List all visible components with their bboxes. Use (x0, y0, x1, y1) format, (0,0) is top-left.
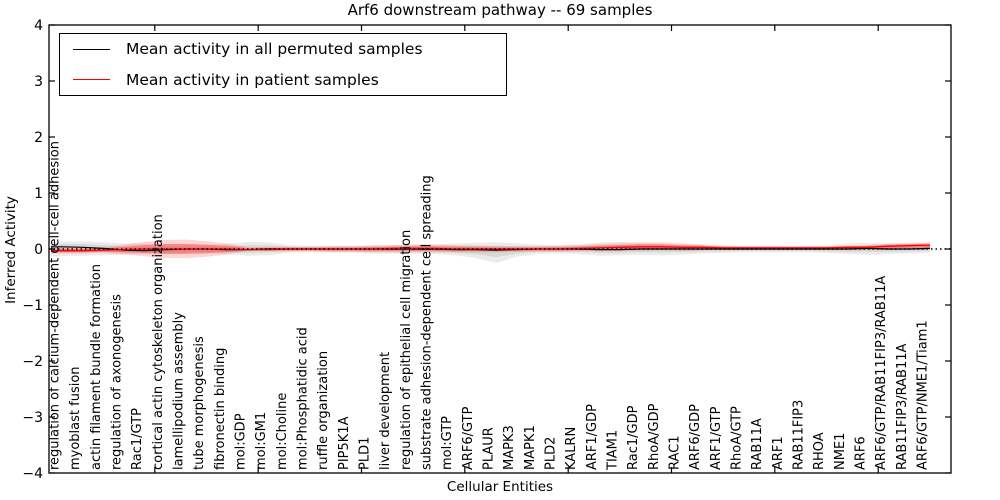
x-category-label: ARF6/GTP (461, 406, 476, 470)
x-category-label: mol:Phosphatidic acid (296, 327, 311, 470)
black-line-icon (73, 48, 110, 50)
y-tick-label: 3 (34, 74, 43, 90)
x-category-label: regulation of epithelial cell migration (399, 230, 414, 470)
x-category-label: substrate adhesion-dependent cell spread… (420, 175, 435, 470)
y-tick-label: −3 (22, 410, 43, 426)
x-category-label: RHOA (812, 432, 827, 470)
x-category-label: tube morphogenesis (192, 336, 207, 470)
x-category-label: fibronectin binding (213, 348, 228, 470)
x-category-label: TIAM1 (606, 430, 621, 471)
x-category-label: ARF1/GDP (585, 404, 600, 470)
x-category-label: mol:GDP (234, 413, 249, 470)
x-category-label: PIP5K1A (337, 416, 352, 470)
x-category-label: ARF6/GDP (688, 404, 703, 470)
x-category-label: regulation of calcium-dependent cell-cel… (48, 141, 63, 470)
x-category-label: myoblast fusion (68, 366, 83, 470)
y-tick-label: 0 (34, 242, 43, 258)
chart-title: Arf6 downstream pathway -- 69 samples (347, 1, 653, 19)
x-category-label: Rac1/GTP (130, 408, 145, 470)
legend-label: Mean activity in all permuted samples (126, 40, 423, 59)
x-category-label: PLD1 (358, 437, 373, 470)
x-category-label: cortical actin cytoskeleton organization (151, 214, 166, 470)
x-category-label: RAB11FIP3/RAB11A (895, 343, 910, 470)
x-category-label: ruffle organization (316, 351, 331, 470)
legend-entry-permuted: Mean activity in all permuted samples (60, 34, 506, 64)
x-category-label: RAC1 (668, 435, 683, 470)
y-tick-label: 4 (34, 18, 43, 34)
x-category-label: MAPK1 (523, 425, 538, 470)
x-category-label: mol:GTP (440, 416, 455, 470)
y-tick-label: −4 (22, 466, 43, 482)
x-category-label: ARF6 (854, 436, 869, 470)
y-tick-label: 1 (34, 186, 43, 202)
x-category-label: RhoA/GTP (730, 406, 745, 470)
x-category-label: regulation of axonogenesis (110, 294, 125, 470)
legend-label: Mean activity in patient samples (126, 70, 379, 89)
x-category-label: lamellipodium assembly (172, 312, 187, 470)
x-category-label: PLD2 (544, 437, 559, 470)
x-category-label: liver development (378, 352, 393, 470)
y-axis-label: Inferred Activity (3, 196, 19, 304)
x-category-label: RAB11A (750, 418, 765, 470)
x-category-label: ARF1/GTP (709, 406, 724, 470)
x-category-label: actin filament bundle formation (89, 264, 104, 470)
x-category-label: KALRN (564, 427, 579, 470)
x-category-label: mol:GM1 (254, 412, 269, 470)
x-category-label: RhoA/GDP (647, 403, 662, 470)
x-axis-label: Cellular Entities (446, 479, 554, 495)
legend: Mean activity in all permuted samples Me… (59, 33, 507, 96)
x-category-label: MAPK3 (502, 425, 517, 470)
legend-entry-patient: Mean activity in patient samples (60, 65, 506, 95)
x-category-label: ARF6/GTP/NME1/Tiam1 (916, 320, 931, 470)
x-category-label: PLAUR (482, 427, 497, 470)
x-category-label: ARF1 (771, 436, 786, 470)
x-category-label: ARF6/GTP/RAB11FIP3/RAB11A (874, 276, 889, 470)
y-tick-label: 2 (34, 130, 43, 146)
x-category-label: NME1 (833, 433, 848, 470)
permuted-range-band (51, 241, 930, 263)
x-category-label: Rac1/GDP (626, 405, 641, 470)
axes-frame (48, 24, 952, 474)
y-tick-label: −1 (22, 298, 43, 314)
x-category-label: RAB11FIP3 (792, 400, 807, 470)
y-tick-label: −2 (22, 354, 43, 370)
x-category-label: mol:Choline (275, 393, 290, 470)
red-line-icon (73, 79, 110, 81)
